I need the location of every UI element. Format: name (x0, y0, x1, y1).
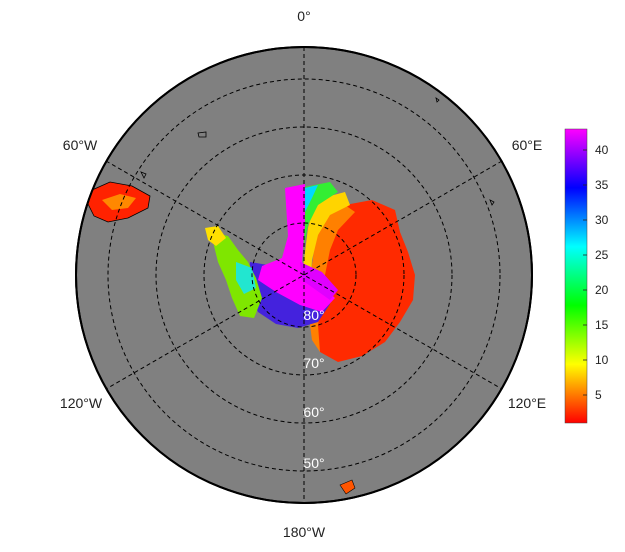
small-island-3 (489, 199, 495, 206)
south-america-data-field (87, 181, 151, 223)
meridian-60w-120e (105, 160, 503, 390)
east-antarctica-orange-band (308, 205, 355, 352)
colorbar-ticks: 5 10 15 20 25 30 35 40 (583, 143, 609, 402)
colorbar-tick-label: 35 (595, 178, 609, 192)
colorbar-bar (564, 128, 588, 424)
antarctica-data-field (205, 182, 415, 362)
colorbar-tick-label: 40 (595, 143, 609, 157)
lon-label-upper-right: 60°E (512, 137, 543, 153)
colorbar: 5 10 15 20 25 30 35 40 (564, 128, 609, 424)
east-antarctica-red-region (312, 200, 415, 362)
lon-label-lower-right: 120°E (508, 395, 546, 411)
graticule-lat-60 (155, 126, 453, 424)
small-island-2 (140, 171, 147, 179)
peninsula-cyan-patch (236, 262, 256, 294)
colorbar-tick-label: 30 (595, 213, 609, 227)
colorbar-tick-label: 5 (595, 388, 602, 402)
southern-island-data (339, 479, 356, 495)
lat-label-80: 80° (303, 307, 324, 323)
lat-label-50: 50° (303, 455, 324, 471)
lon-label-upper-left: 60°W (63, 137, 98, 153)
lon-label-top: 0° (297, 8, 310, 24)
colorbar-tick-label: 20 (595, 283, 609, 297)
meridian-60e-120w (105, 160, 503, 390)
graticule (105, 47, 503, 503)
ross-sea-magenta-tongue (300, 262, 338, 300)
small-island-1 (197, 131, 207, 138)
colorbar-tick-label: 25 (595, 248, 609, 262)
colorbar-tick-label: 15 (595, 318, 609, 332)
graticule-lat-80 (251, 222, 357, 328)
small-island-4 (435, 97, 440, 103)
map-rim (75, 46, 533, 504)
lon-label-bottom: 180°W (283, 524, 326, 540)
east-antarctica-yellow-band (300, 192, 350, 325)
colorbar-tick-label: 10 (595, 353, 609, 367)
map-content (87, 47, 503, 503)
graticule-lat-50 (107, 78, 501, 472)
lat-label-60: 60° (303, 404, 324, 420)
lat-label-70: 70° (303, 355, 324, 371)
peninsula-yellow-tip (205, 226, 226, 246)
lon-label-lower-left: 120°W (60, 395, 103, 411)
